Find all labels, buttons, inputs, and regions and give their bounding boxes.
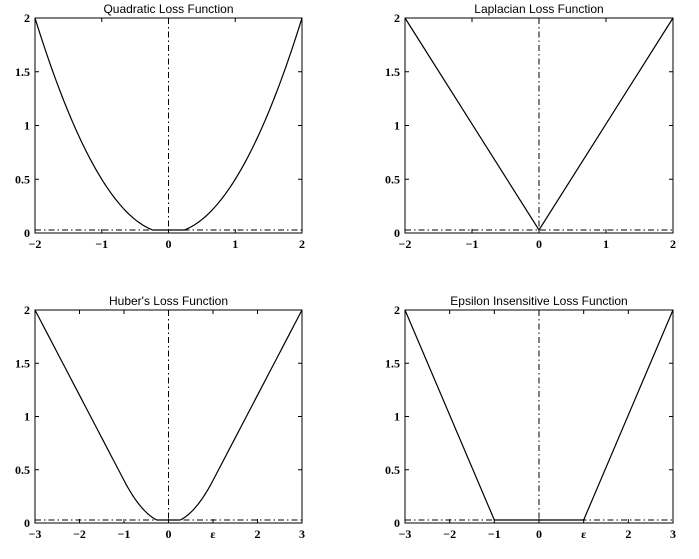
x-tick-label: −2: [73, 527, 86, 541]
x-tick-label: −3: [399, 527, 412, 541]
x-tick-label: 0: [536, 527, 542, 541]
panel-quadratic-loss: Quadratic Loss Function −2 −1 0 1 2 0 0.5 1 1.5 2: [15, 2, 305, 251]
y-tick-label: 0: [24, 516, 30, 530]
y-tick-label: 1: [394, 119, 400, 133]
x-tick-label: 2: [255, 527, 261, 541]
y-tick-label: 1: [394, 410, 400, 424]
y-tick-label: 2: [394, 303, 400, 317]
y-tick-label: 0.5: [15, 172, 30, 186]
x-tick-label: 0: [166, 527, 172, 541]
x-tick-label: 2: [299, 237, 305, 251]
y-tick-label: 1.5: [385, 356, 400, 370]
panel-huber-loss: Huber's Loss Function −3 −2 −1 0 ε 2 3 0 0.5 1 1.5…: [15, 294, 305, 541]
x-tick-label: ε: [581, 527, 586, 541]
y-tick-label: 1: [24, 119, 30, 133]
panel-title: Quadratic Loss Function: [103, 2, 233, 16]
y-tick-label: 1.5: [385, 65, 400, 79]
x-tick-label: 3: [299, 527, 305, 541]
y-tick-label: 0: [394, 516, 400, 530]
panel-laplacian-loss: Laplacian Loss Function −2 −1 0 1 2 0 0.5 1 1.5 2: [385, 2, 676, 251]
y-tick-label: 0.5: [385, 463, 400, 477]
y-tick-label: 2: [394, 11, 400, 25]
panel-title: Laplacian Loss Function: [474, 2, 603, 16]
y-tick-label: 0: [24, 226, 30, 240]
x-tick-label: ε: [210, 527, 215, 541]
y-tick-label: 0.5: [15, 463, 30, 477]
y-tick-label: 1.5: [15, 65, 30, 79]
x-tick-label: 1: [232, 237, 238, 251]
x-tick-label: −3: [29, 527, 42, 541]
x-tick-label: −1: [95, 237, 108, 251]
y-tick-label: 0.5: [385, 172, 400, 186]
x-tick-label: −1: [466, 237, 479, 251]
x-tick-label: 3: [670, 527, 676, 541]
x-tick-label: −1: [118, 527, 131, 541]
y-tick-label: 1.5: [15, 356, 30, 370]
y-tick-label: 2: [24, 303, 30, 317]
x-tick-label: −2: [399, 237, 412, 251]
y-tick-label: 0: [394, 226, 400, 240]
y-tick-label: 1: [24, 410, 30, 424]
y-tick-label: 2: [24, 11, 30, 25]
x-tick-label: −2: [443, 527, 456, 541]
x-tick-label: 2: [625, 527, 631, 541]
x-tick-label: −1: [488, 527, 501, 541]
x-tick-label: 2: [670, 237, 676, 251]
x-tick-label: −2: [29, 237, 42, 251]
x-tick-label: 0: [536, 237, 542, 251]
x-tick-label: 0: [166, 237, 172, 251]
panel-title: Epsilon Insensitive Loss Function: [450, 294, 627, 308]
panel-epsilon-insensitive-loss: Epsilon Insensitive Loss Function −3 −2 −1…: [385, 294, 676, 541]
x-tick-label: 1: [603, 237, 609, 251]
panel-title: Huber's Loss Function: [109, 294, 228, 308]
